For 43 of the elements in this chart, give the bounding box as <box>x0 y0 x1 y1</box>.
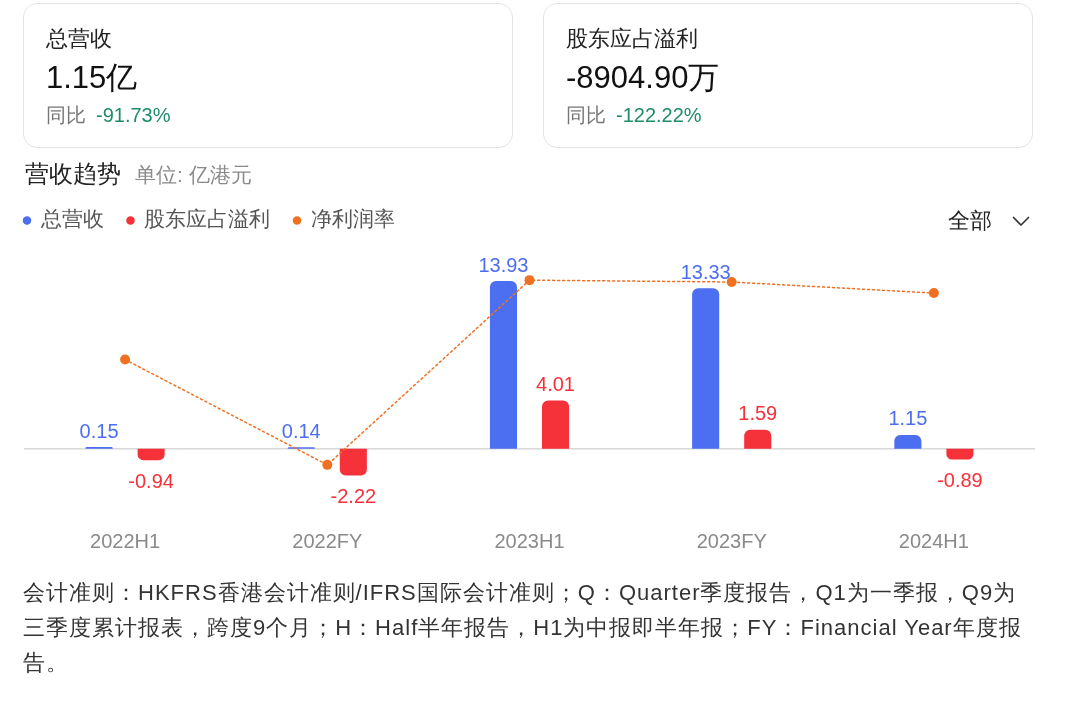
x-tick-label: 2022H1 <box>90 529 161 552</box>
point <box>524 275 535 286</box>
data-label: 1.59 <box>738 402 778 425</box>
data-label: 13.33 <box>680 260 731 283</box>
text: 1.15亿 <box>46 59 138 97</box>
bar <box>692 288 720 449</box>
data-label: 0.15 <box>79 419 119 442</box>
chart-subtitle: 单位: 亿港元 <box>135 163 252 186</box>
x-tick-label: 2022FY <box>292 529 363 552</box>
data-label: -0.94 <box>128 469 174 492</box>
text: -8904.90万 <box>566 59 720 97</box>
data-label: -0.89 <box>937 469 983 492</box>
text: 会计准则：HKFRS香港会计准则/IFRS国际会计准则；Q：Quarter季度报告，Q1为一季报，Q9为三季度累计报表，跨度9个月；H：Half半年报告，H1为中报即半年报；FY：Financial Year年度报告。 <box>23 579 1023 677</box>
data-label: 1.15 <box>888 407 928 430</box>
bar <box>137 448 165 461</box>
bar <box>542 400 570 449</box>
bar <box>339 448 367 476</box>
text: 股东应占溢利 <box>566 26 698 52</box>
chart-title: 营收趋势 <box>25 160 121 187</box>
point <box>120 354 131 365</box>
legend-label: 总营收 <box>39 207 104 231</box>
text: -91.73% <box>96 104 171 126</box>
legend-label: 净利润率 <box>310 207 395 231</box>
legend-label: 股东应占溢利 <box>144 207 270 231</box>
data-label: 13.93 <box>478 253 529 276</box>
x-tick-label: 2024H1 <box>898 529 969 552</box>
text: 同比 <box>46 104 86 126</box>
point <box>726 277 737 287</box>
text: 全部 <box>948 207 992 235</box>
bar <box>744 429 772 449</box>
text: 同比 <box>566 104 606 126</box>
text: 总营收 <box>46 26 112 52</box>
x-tick-label: 2023H1 <box>494 529 565 552</box>
bar <box>489 281 517 449</box>
data-label: 4.01 <box>536 373 575 396</box>
text: -122.22% <box>616 104 702 126</box>
x-tick-label: 2023FY <box>696 529 767 552</box>
data-label: 0.14 <box>281 419 321 442</box>
point <box>928 288 939 299</box>
data-label: -2.22 <box>330 485 377 508</box>
bar <box>894 434 922 449</box>
point <box>322 459 333 470</box>
bar <box>946 448 974 460</box>
